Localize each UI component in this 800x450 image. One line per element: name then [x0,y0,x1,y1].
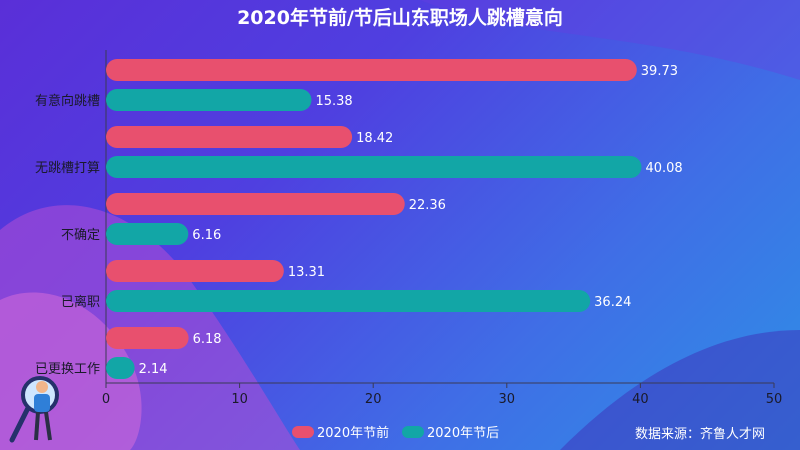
category-label: 有意向跳槽 [35,93,100,109]
bar-before [106,260,284,282]
value-label: 18.42 [356,131,393,146]
bar-before [106,193,405,215]
bars [106,59,642,379]
value-label: 39.73 [641,64,678,79]
data-source-note: 数据来源：齐鲁人才网 [635,426,765,442]
person-magnifier-illustration [9,376,59,443]
bar-after [106,223,189,245]
category-label: 已离职 [61,294,100,310]
x-tick-label: 20 [365,392,382,407]
x-tick-label: 0 [102,392,110,407]
value-labels: 39.73 15.38 18.42 40.08 22.36 6.16 13.31 36.24 6… [139,64,683,377]
x-tick-label: 10 [231,392,248,407]
x-tick-label: 50 [766,392,783,407]
category-label: 无跳槽打算 [35,161,100,176]
value-label: 6.16 [192,228,221,243]
bar-before [106,59,637,81]
legend-label: 2020年节前 [317,425,389,441]
legend-swatch [292,426,314,438]
value-label: 6.18 [193,332,222,347]
bar-after [106,89,312,111]
bg-wave-right [560,330,800,450]
bg-wave-top [420,0,800,80]
value-label: 40.08 [645,161,682,176]
category-label: 已更换工作 [35,362,100,377]
value-label: 36.24 [594,295,631,310]
chart-title: 2020年节前/节后山东职场人跳槽意向 [237,6,563,29]
legend-swatch [402,426,424,438]
value-label: 13.31 [288,265,325,280]
x-axis: 0 10 20 30 40 50 [102,382,783,407]
legend-label: 2020年节后 [427,426,499,441]
bar-after [106,357,135,379]
bar-after [106,156,642,178]
bar-after [106,290,591,312]
value-label: 22.36 [409,198,446,213]
value-label: 15.38 [315,94,352,109]
bar-before [106,327,189,349]
x-tick-label: 30 [499,392,516,407]
category-label: 不确定 [61,228,100,243]
bar-before [106,126,353,148]
legend: 2020年节前 2020年节后 [292,425,499,441]
x-tick-label: 40 [632,392,649,407]
value-label: 2.14 [139,362,168,377]
